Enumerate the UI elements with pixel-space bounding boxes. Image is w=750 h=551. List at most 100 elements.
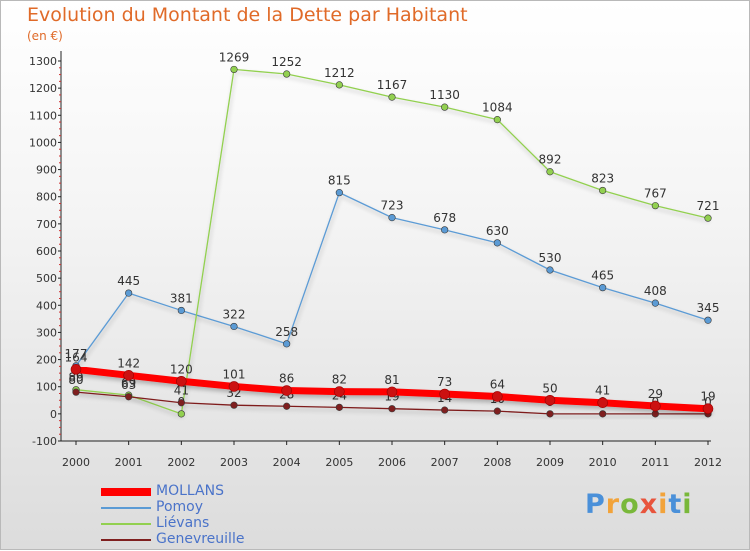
data-label-pomoy: 678 bbox=[433, 211, 456, 225]
data-point-mollans bbox=[650, 400, 661, 412]
data-point-lievans bbox=[335, 81, 343, 89]
y-minor-tick bbox=[59, 325, 61, 327]
logo-letter: t bbox=[668, 489, 683, 520]
data-point-lievans bbox=[546, 168, 554, 176]
data-point-pomoy bbox=[441, 226, 449, 234]
y-minor-tick bbox=[59, 175, 61, 177]
y-minor-tick bbox=[59, 284, 61, 286]
logo-letter: i bbox=[682, 489, 693, 520]
data-label-lievans: 721 bbox=[697, 199, 720, 213]
data-point-genevreuille bbox=[388, 405, 396, 413]
y-minor-tick bbox=[59, 318, 61, 320]
logo-letter: o bbox=[620, 489, 640, 520]
data-point-genevreuille bbox=[177, 399, 185, 407]
y-tick-label: 400 bbox=[36, 299, 57, 312]
y-tick-label: 1200 bbox=[29, 82, 57, 95]
data-label-lievans: 1269 bbox=[219, 50, 250, 64]
data-label-mollans: 164 bbox=[65, 350, 88, 364]
data-point-pomoy bbox=[230, 322, 238, 331]
x-tick-label: 2012 bbox=[694, 456, 722, 469]
data-label-mollans: 86 bbox=[279, 372, 294, 386]
y-tick-label: 500 bbox=[36, 272, 57, 285]
data-label-mollans: 19 bbox=[700, 390, 715, 404]
y-minor-tick bbox=[59, 393, 61, 394]
y-minor-tick bbox=[59, 291, 61, 293]
y-minor-tick bbox=[59, 230, 61, 232]
data-label-lievans: 89 bbox=[68, 371, 83, 385]
data-point-mollans bbox=[334, 386, 345, 397]
data-label-pomoy: 177 bbox=[65, 347, 88, 361]
legend-label-mollans: MOLLANS bbox=[156, 483, 224, 499]
data-point-genevreuille bbox=[493, 407, 501, 415]
x-tick-label: 2006 bbox=[378, 456, 406, 469]
chart-subtitle: (en €) bbox=[27, 29, 63, 43]
data-point-mollans bbox=[439, 388, 450, 400]
y-tick-label: 1100 bbox=[29, 109, 57, 122]
y-minor-tick bbox=[59, 162, 61, 164]
data-label-lievans: 1212 bbox=[324, 66, 355, 80]
data-point-pomoy bbox=[651, 299, 659, 307]
data-label-mollans: 82 bbox=[332, 373, 347, 387]
y-tick-label: 600 bbox=[36, 245, 57, 258]
y-minor-tick bbox=[59, 135, 61, 137]
data-point-lievans bbox=[704, 214, 712, 222]
y-minor-tick bbox=[59, 216, 61, 218]
y-minor-tick bbox=[59, 189, 61, 191]
y-minor-tick bbox=[59, 433, 61, 435]
y-minor-tick bbox=[59, 182, 61, 184]
data-point-mollans bbox=[702, 403, 714, 415]
y-minor-tick bbox=[59, 338, 61, 340]
legend-swatch-lievans bbox=[101, 523, 151, 525]
y-minor-tick bbox=[59, 203, 61, 204]
data-point-genevreuille bbox=[335, 403, 343, 411]
data-label-genevreuille: 0 bbox=[704, 395, 712, 409]
legend-swatch-mollans bbox=[101, 488, 151, 496]
y-minor-tick bbox=[59, 352, 61, 354]
data-point-genevreuille bbox=[283, 402, 291, 410]
y-minor-tick bbox=[59, 121, 61, 123]
data-point-lievans bbox=[493, 116, 501, 124]
y-minor-tick bbox=[59, 270, 61, 272]
data-label-lievans: 1084 bbox=[482, 101, 513, 115]
y-tick-label: 1000 bbox=[29, 136, 57, 149]
data-point-lievans bbox=[599, 186, 607, 195]
data-point-lievans bbox=[441, 103, 449, 111]
legend-label-genevreuille: Genevreuille bbox=[156, 531, 245, 547]
data-point-mollans bbox=[386, 386, 398, 398]
data-label-pomoy: 445 bbox=[117, 274, 140, 288]
legend-swatch-pomoy bbox=[101, 507, 151, 509]
x-tick-label: 2002 bbox=[167, 456, 195, 469]
y-minor-tick bbox=[59, 420, 61, 422]
y-minor-tick bbox=[59, 399, 61, 401]
data-point-genevreuille bbox=[546, 410, 554, 418]
x-tick-label: 2008 bbox=[483, 456, 511, 469]
legend-swatch-genevreuille bbox=[101, 539, 151, 541]
x-tick-label: 2011 bbox=[641, 456, 669, 469]
y-minor-tick bbox=[59, 345, 61, 347]
data-label-pomoy: 815 bbox=[328, 174, 351, 188]
data-point-pomoy bbox=[177, 306, 185, 315]
y-minor-tick bbox=[59, 148, 61, 150]
logo-letter: r bbox=[605, 489, 621, 520]
y-minor-tick bbox=[59, 257, 61, 259]
data-label-mollans: 64 bbox=[490, 377, 505, 391]
y-minor-tick bbox=[59, 243, 61, 245]
x-tick-label: 2004 bbox=[273, 456, 301, 469]
data-label-mollans: 142 bbox=[117, 356, 140, 370]
y-tick-label: 200 bbox=[36, 354, 57, 367]
data-label-mollans: 81 bbox=[384, 373, 399, 387]
data-point-lievans bbox=[651, 202, 659, 210]
data-label-lievans: 1252 bbox=[271, 55, 302, 69]
y-tick-label: 0 bbox=[50, 408, 57, 421]
data-point-genevreuille bbox=[441, 406, 449, 414]
data-label-genevreuille: 80 bbox=[68, 373, 83, 387]
y-minor-tick bbox=[59, 67, 61, 69]
data-label-lievans: 1167 bbox=[377, 78, 408, 92]
data-point-genevreuille bbox=[125, 393, 133, 401]
data-point-pomoy bbox=[283, 340, 291, 348]
x-tick-label: 2010 bbox=[589, 456, 617, 469]
data-point-mollans bbox=[492, 391, 503, 402]
y-minor-tick bbox=[59, 74, 61, 76]
data-label-mollans: 29 bbox=[648, 387, 663, 401]
data-label-mollans: 50 bbox=[542, 381, 557, 395]
